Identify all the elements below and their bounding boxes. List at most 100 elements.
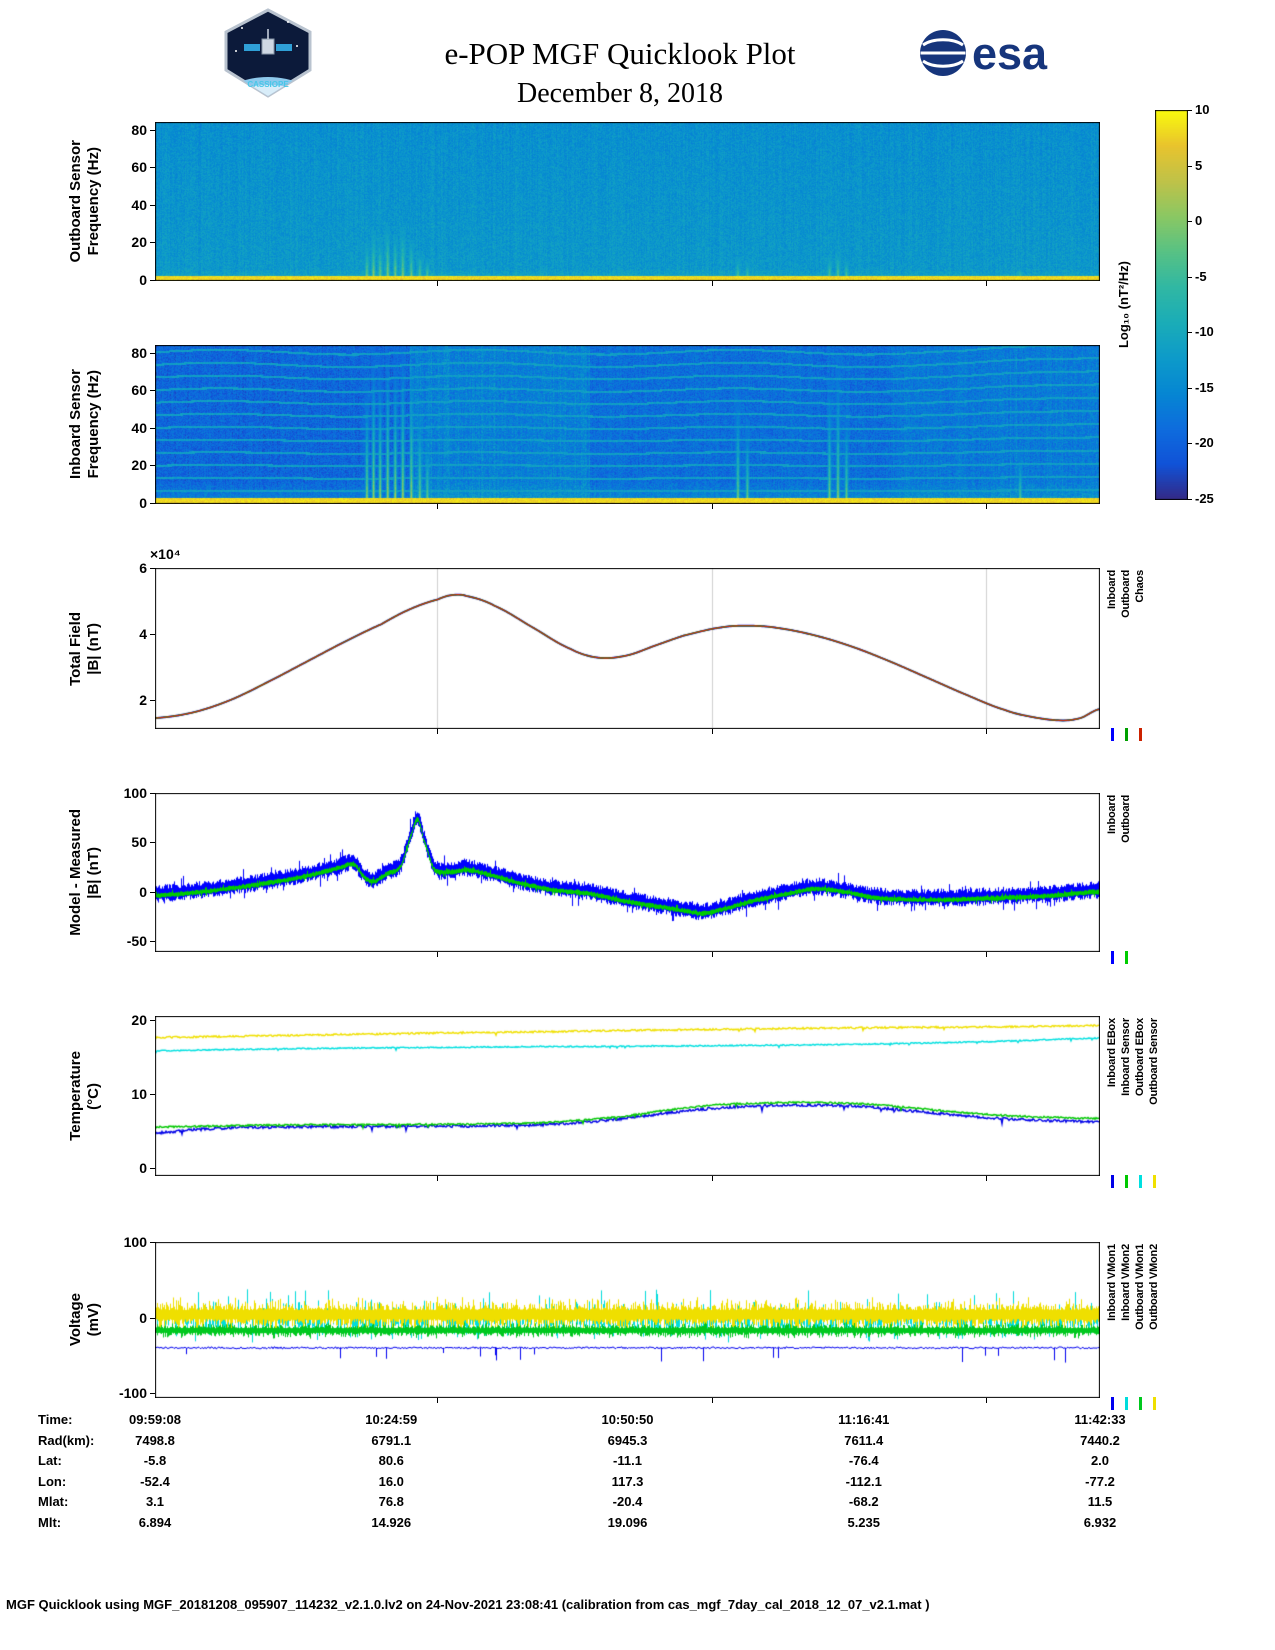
y-tick-mark [150,700,155,701]
ephemeris-value: 80.6 [378,1453,404,1468]
x-tick-mark [437,1176,438,1181]
legend-line-sample [1110,1397,1114,1410]
legend-line-sample [1110,951,1114,964]
model-minus-measured-canvas [155,793,1100,952]
colorbar-tick-label: -15 [1195,379,1214,395]
y-tick-mark [150,353,155,354]
legend-label: Inboard [1106,795,1118,834]
axis-label-line: Model - Measured [66,809,84,936]
legend-line-sample [1124,951,1128,964]
y-tick-label: -100 [118,1385,147,1402]
legend-entry: Outboard VMon2 [1148,1244,1160,1410]
legend-line-sample [1110,1175,1114,1188]
colorbar-tick-label: -20 [1195,435,1214,451]
cassiope-mission-logo: CASSIOPE [224,8,312,98]
y-tick-mark [150,205,155,206]
inboard-spectrogram-canvas [155,345,1100,504]
axis-label-line: Total Field [66,611,84,686]
ephemeris-row-label: Mlat: [38,1494,69,1509]
ephemeris-value: 3.1 [145,1494,165,1509]
page-title: e-POP MGF Quicklook Plot [444,36,796,71]
x-tick-mark [712,1176,713,1181]
colorbar-axis-label-text: Log₁₀ (nT²/Hz) [1115,261,1131,349]
y-tick-mark [150,1242,155,1243]
x-tick-mark [986,1176,987,1181]
panel-legend: Inboard VMon1 Inboard VMon2 Outboard VMon1… [1106,1244,1160,1410]
legend-label: Inboard VMon1 [1106,1244,1118,1321]
y-tick-label: 4 [139,625,147,642]
y-tick-mark [150,892,155,893]
y-tick-mark [150,941,155,942]
legend-entry: Inboard [1106,795,1118,964]
legend-line-sample [1138,1397,1142,1410]
legend-label: Inboard Sensor [1120,1018,1132,1096]
ephemeris-value: 10:24:59 [365,1412,418,1427]
axis-label-line: Voltage [66,1293,84,1347]
ephemeris-value: 11:16:41 [838,1412,890,1427]
logo-satellite-panel [276,44,292,51]
ephemeris-value: 2.0 [1090,1453,1110,1468]
y-tick-mark [150,842,155,843]
legend-label: Outboard Sensor [1148,1018,1160,1105]
y-axis-scale-exponent: ×10⁴ [150,546,181,562]
x-tick-mark [712,281,713,286]
colorbar-tick-label: -10 [1195,324,1214,340]
legend-line-sample [1138,1175,1142,1188]
ephemeris-value: 10:50:50 [601,1412,654,1427]
y-tick-label: 50 [131,834,147,851]
legend-entry: Inboard VMon1 [1106,1244,1118,1410]
legend-line-sample [1110,728,1114,741]
legend-label: Outboard [1120,795,1132,843]
ephemeris-value: 09:59:08 [128,1412,182,1427]
y-tick-mark [150,280,155,281]
ephemeris-value: -20.4 [612,1494,643,1509]
panel-legend: Inboard EBox Inboard Sensor Outboard EBox O… [1106,1018,1160,1188]
ephemeris-value: -5.8 [143,1453,167,1468]
legend-line-sample [1124,728,1128,741]
y-tick-mark [150,167,155,168]
y-tick-mark [150,1168,155,1169]
ephemeris-value: 11.5 [1087,1494,1113,1509]
legend-label: Inboard [1106,570,1118,609]
legend-entry: Inboard [1106,570,1118,741]
ephemeris-value: 16.0 [378,1473,404,1489]
y-tick-label: -50 [126,933,147,950]
ephemeris-value: 6791.1 [371,1432,412,1448]
y-tick-mark [150,390,155,391]
y-tick-label: 10 [131,1085,147,1102]
page-date: December 8, 2018 [516,78,724,109]
legend-label: Inboard VMon2 [1120,1244,1132,1321]
colorbar-tick-label: 0 [1195,213,1203,229]
y-tick-label: 40 [131,419,147,436]
y-tick-label: 20 [131,234,147,251]
colorbar-tick-label: 5 [1195,157,1203,173]
x-tick-mark [712,504,713,509]
colorbar-tick-mark [1188,332,1192,333]
y-tick-mark [150,793,155,794]
model-minus-measured-axis-label: Model - Measured |B| (nT) [60,793,108,952]
y-tick-mark [150,428,155,429]
x-tick-mark [712,952,713,957]
logo-satellite-body [261,38,275,55]
total-field-canvas [155,568,1100,729]
legend-line-sample [1124,1397,1128,1410]
legend-entry: Outboard EBox [1134,1018,1146,1188]
legend-label: Outboard [1120,570,1132,618]
legend-label: Outboard VMon1 [1134,1244,1146,1330]
y-tick-mark [150,503,155,504]
ephemeris-value: -68.2 [848,1494,879,1509]
axis-label-line: Temperature [66,1051,84,1141]
legend-entry: Inboard Sensor [1120,1018,1132,1188]
colorbar-tick-label: 10 [1195,102,1210,117]
legend-entry: Chaos [1134,570,1146,741]
x-tick-mark [986,1398,987,1403]
y-tick-label: 100 [123,1234,147,1250]
y-tick-label: 100 [123,785,147,801]
legend-label: Inboard EBox [1106,1018,1118,1088]
colorbar-axis-label: Log₁₀ (nT²/Hz) [1108,110,1138,500]
ephemeris-value: 76.8 [378,1494,404,1509]
y-tick-label: 20 [131,1011,147,1028]
ephemeris-value: 6.894 [138,1514,172,1530]
logo-satellite-panel [244,44,260,51]
legend-label: Outboard EBox [1134,1018,1146,1097]
